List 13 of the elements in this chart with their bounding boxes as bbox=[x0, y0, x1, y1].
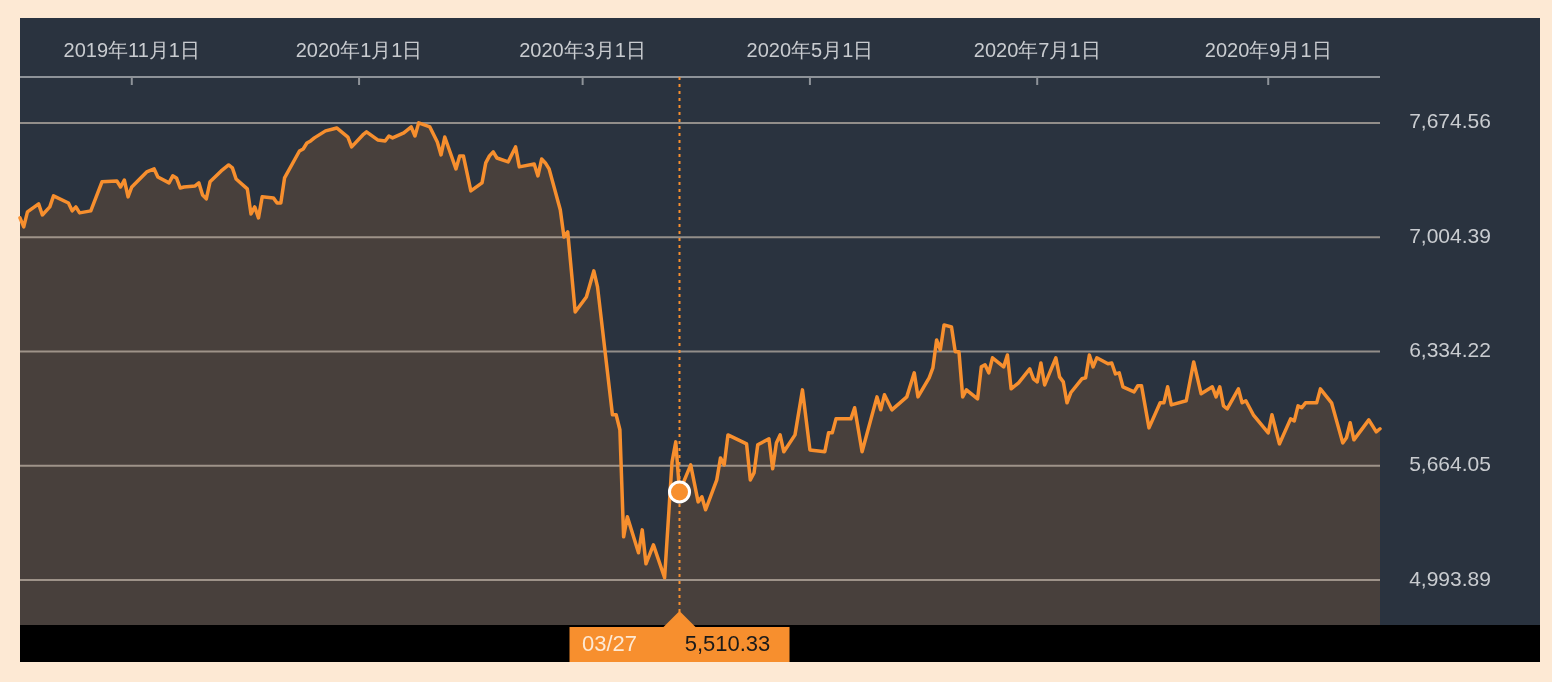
x-tick-label: 2020年9月1日 bbox=[1204, 39, 1332, 62]
x-tick-label: 2020年3月1日 bbox=[519, 39, 647, 62]
y-tick-label: 4,993.89 bbox=[1409, 566, 1491, 590]
x-tick-label: 2019年11月1日 bbox=[63, 39, 200, 62]
x-tick-label: 2020年5月1日 bbox=[746, 39, 874, 62]
ref-line-label: 03/27 bbox=[581, 630, 638, 656]
y-tick-label: 6,334.22 bbox=[1409, 338, 1491, 362]
x-tick-label: 2020年7月1日 bbox=[973, 39, 1101, 62]
y-tick-label: 7,004.39 bbox=[1409, 223, 1491, 247]
x-tick-label: 2020年1月1日 bbox=[295, 39, 423, 62]
y-tick-label: 7,674.56 bbox=[1409, 109, 1491, 133]
y-tick-label: 5,664.05 bbox=[1409, 452, 1491, 476]
text: 5,510.33 bbox=[684, 630, 771, 656]
